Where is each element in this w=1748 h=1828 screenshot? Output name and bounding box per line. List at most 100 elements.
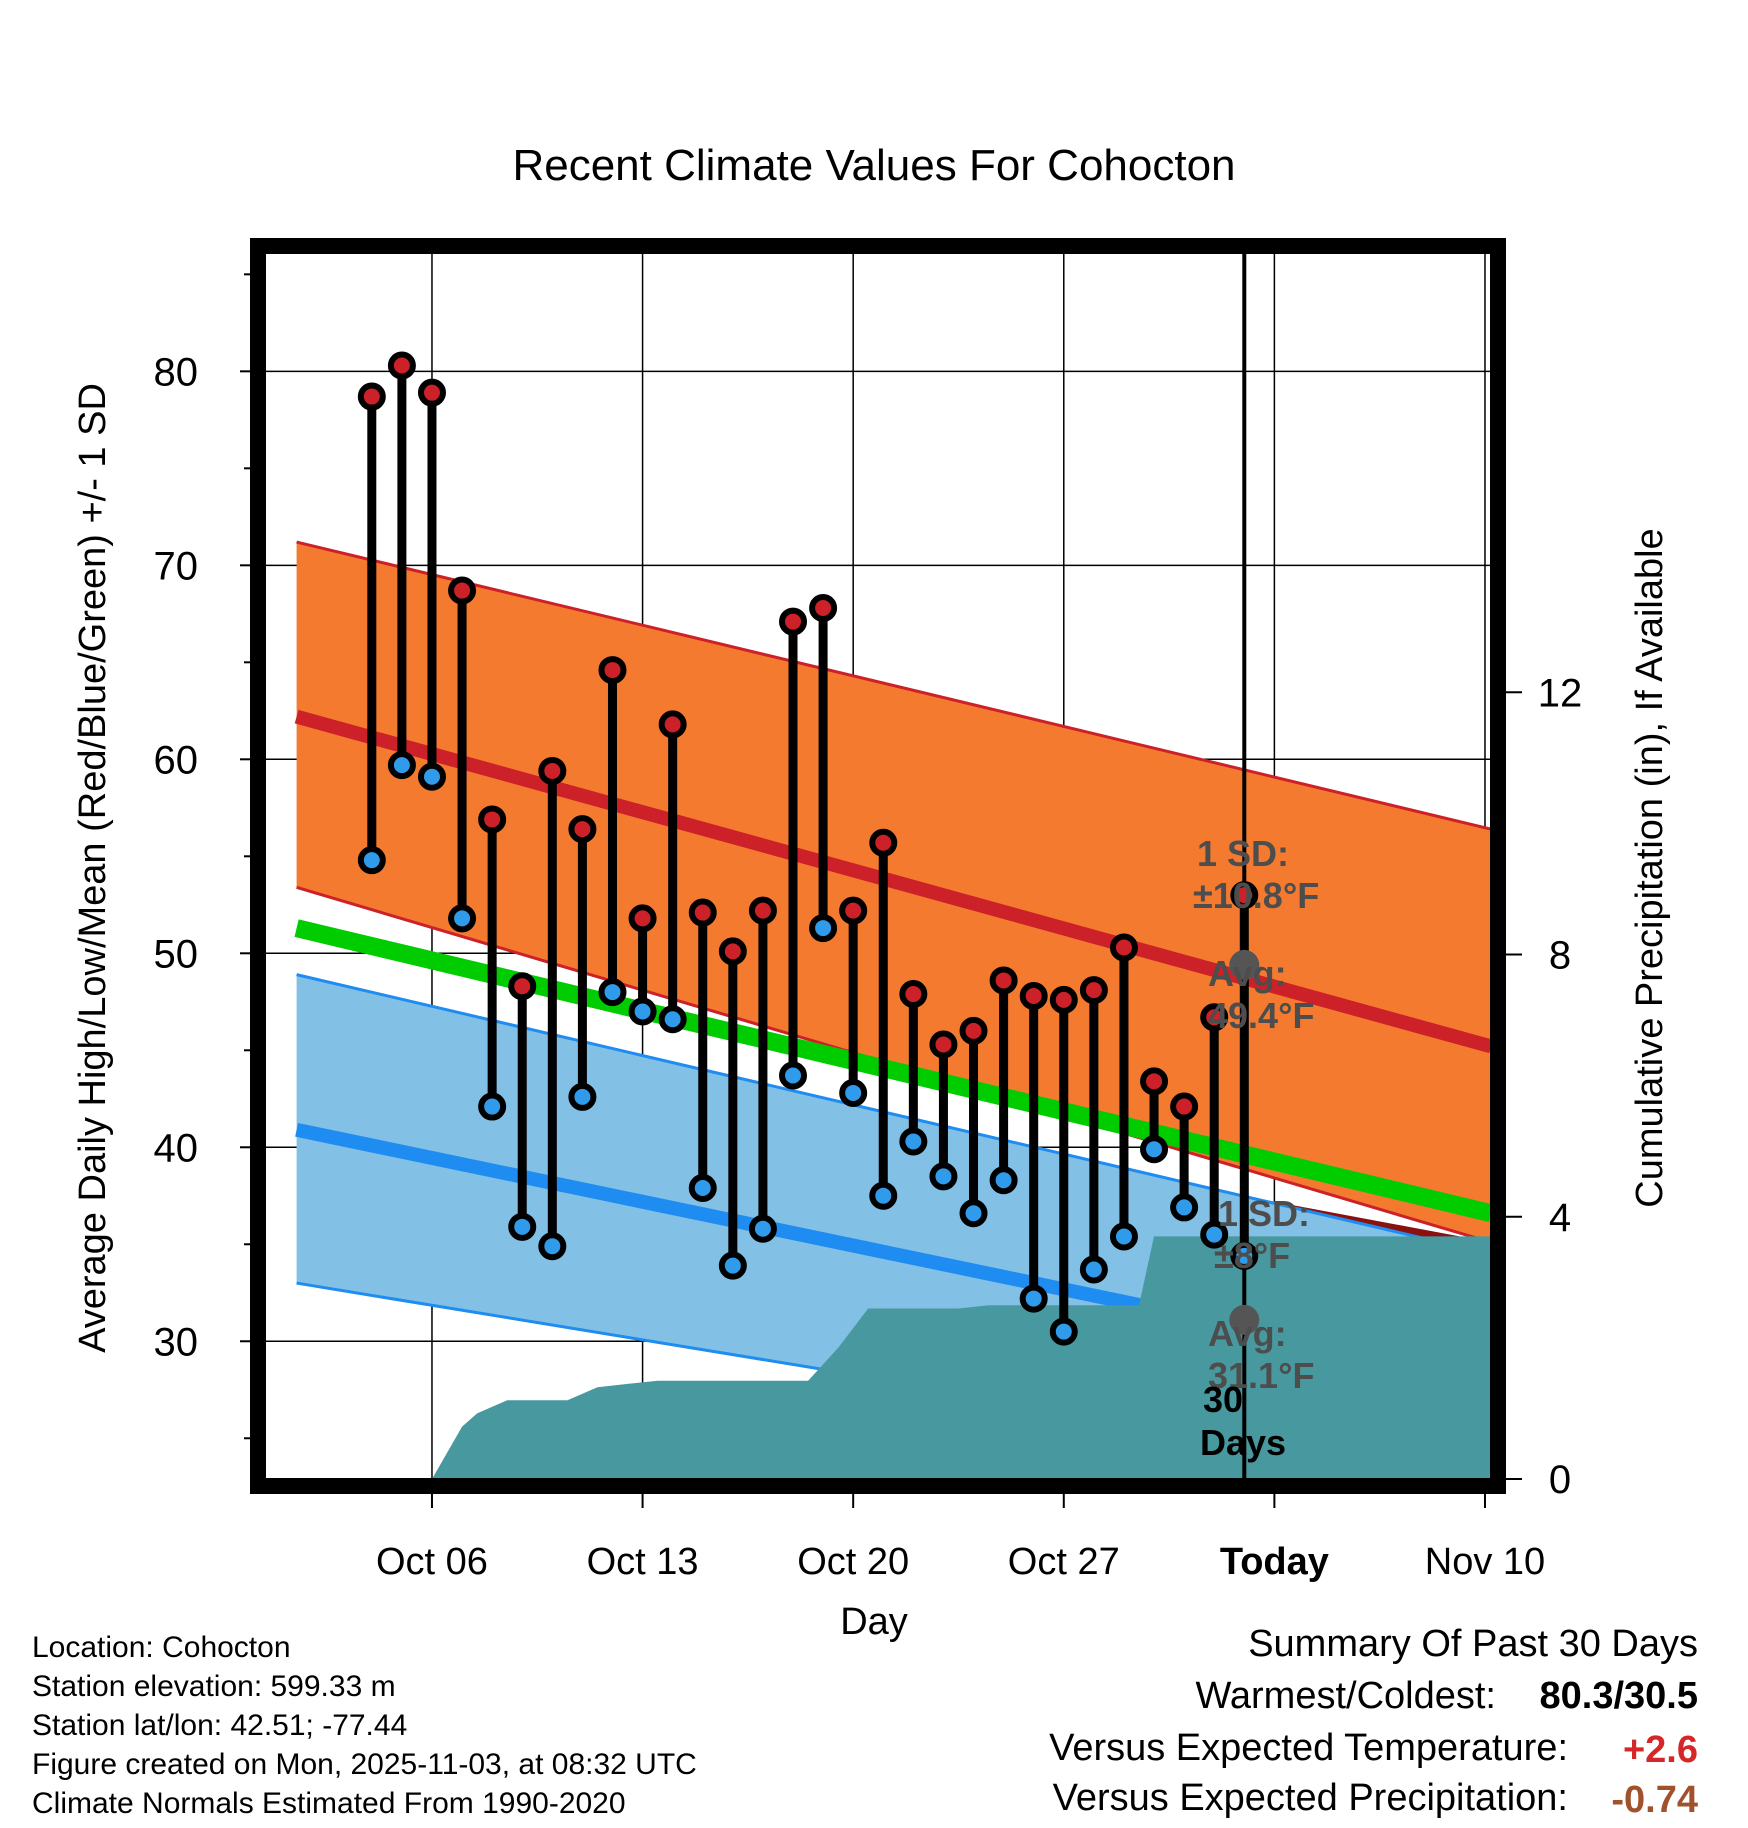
x-tick-label: Oct 27 (1008, 1541, 1120, 1583)
high-temp-dot (809, 593, 838, 622)
high-temp-dot (1049, 985, 1078, 1014)
low-avg-label: Avg: (1208, 1313, 1287, 1354)
high-temp-dot (1079, 976, 1108, 1005)
x-tick-label: Oct 13 (587, 1541, 699, 1583)
high-temp-dot (1230, 881, 1259, 910)
y-tick-label: 30 (154, 1320, 199, 1364)
info-location: Location: Cohocton (32, 1631, 291, 1664)
low-temp-dot (628, 997, 657, 1026)
info-normals: Climate Normals Estimated From 1990-2020 (32, 1787, 626, 1820)
low-temp-dot (809, 914, 838, 943)
low-temp-dot (779, 1061, 808, 1090)
high-avg-label: Avg: (1208, 953, 1287, 994)
summary-temp-label: Versus Expected Temperature: (1049, 1727, 1568, 1769)
high-temp-dot (417, 378, 446, 407)
low-sd-label: 1 SD: (1218, 1193, 1310, 1234)
y2-tick-label: 0 (1549, 1458, 1571, 1502)
low-temp-dot (1049, 1317, 1078, 1346)
summary-warm-cold-label: Warmest/Coldest: (1195, 1675, 1496, 1717)
y2-tick-label: 8 (1549, 934, 1571, 978)
high-temp-dot (1140, 1067, 1169, 1096)
high-temp-dot (748, 896, 777, 925)
low-avg-marker (1229, 1304, 1260, 1335)
summary-precip-label: Versus Expected Precipitation: (1053, 1777, 1568, 1819)
high-temp-dot (628, 904, 657, 933)
x-axis-label: Day (840, 1601, 908, 1643)
summary-warm-cold-value: 80.3/30.5 (1540, 1675, 1698, 1717)
high-temp-dot (1170, 1092, 1199, 1121)
y-axis-label: Average Daily High/Low/Mean (Red/Blue/Gr… (72, 383, 114, 1353)
low-temp-dot (417, 762, 446, 791)
low-avg-value: 31.1°F (1208, 1355, 1314, 1396)
low-temp-dot (839, 1078, 868, 1107)
low-temp-dot (869, 1181, 898, 1210)
x-axis-ticks: Oct 06 Oct 13 Oct 20 Oct 27 Today Nov 10 (376, 1494, 1545, 1583)
low-temp-dot (508, 1212, 537, 1241)
y-tick-label: 40 (154, 1126, 199, 1170)
high-temp-dot (989, 966, 1018, 995)
high-temp-dot (538, 756, 567, 785)
low-temp-dot (748, 1214, 777, 1243)
low-temp-dot (1019, 1284, 1048, 1313)
low-temp-dot (718, 1251, 747, 1280)
low-temp-dot (448, 904, 477, 933)
summary-precip-value: -0.74 (1611, 1779, 1698, 1821)
info-latlon: Station lat/lon: 42.51; -77.44 (32, 1709, 407, 1742)
low-temp-dot (387, 751, 416, 780)
normal-high-line (294, 709, 1491, 1054)
y2-axis-label: Cumulative Precipitation (in), If Availa… (1629, 528, 1671, 1207)
summary-temp-value: +2.6 (1623, 1729, 1698, 1771)
high-temp-dot (568, 815, 597, 844)
precip-area (356, 1236, 1491, 1479)
low-temp-dot (478, 1092, 507, 1121)
plot-frame (250, 238, 1506, 1494)
high-avg-marker (1229, 949, 1260, 980)
low-annotation: 1 SD: ±8°F Avg: 31.1°F (1208, 1193, 1314, 1396)
low-temp-dot (1079, 1255, 1108, 1284)
high-temp-dot (899, 980, 928, 1009)
high-temp-dot (959, 1016, 988, 1045)
days-annotation: 30 Days (1200, 1379, 1286, 1463)
high-temp-dot (508, 972, 537, 1001)
low-temp-dot (688, 1174, 717, 1203)
high-temp-dot (718, 937, 747, 966)
high-temp-dot (1019, 981, 1048, 1010)
low-sd-value: ±8°F (1214, 1235, 1290, 1276)
summary-panel: Summary Of Past 30 Days Warmest/Coldest:… (1049, 1623, 1698, 1821)
days-count: 30 (1203, 1379, 1243, 1420)
high-temp-dot (929, 1030, 958, 1059)
info-created: Figure created on Mon, 2025-11-03, at 08… (32, 1748, 697, 1781)
high-sd-upper-line (296, 540, 1491, 831)
high-temp-dot (658, 710, 687, 739)
high-annotation: 1 SD: ±10.8°F Avg: 49.4°F (1193, 833, 1319, 1036)
high-temp-dot (869, 828, 898, 857)
low-temp-dot (929, 1162, 958, 1191)
high-avg-value: 49.4°F (1208, 995, 1314, 1036)
info-elevation: Station elevation: 599.33 m (32, 1670, 396, 1703)
average-markers (1229, 949, 1260, 1335)
low-temp-dot (658, 1005, 687, 1034)
low-temp-dot (1230, 1241, 1259, 1270)
low-temp-dot (989, 1166, 1018, 1195)
high-sd-label: 1 SD: (1197, 833, 1289, 874)
high-temp-dot (357, 382, 386, 411)
x-tick-label: Oct 06 (376, 1541, 488, 1583)
y2-tick-label: 12 (1538, 671, 1583, 715)
low-temp-dot (568, 1082, 597, 1111)
low-temp-dot (598, 978, 627, 1007)
x-tick-label: Today (1220, 1541, 1329, 1583)
days-word: Days (1200, 1422, 1286, 1463)
high-temp-dot (598, 656, 627, 685)
low-temp-dot (1109, 1222, 1138, 1251)
low-temp-dot (959, 1199, 988, 1228)
high-temp-dot (387, 351, 416, 380)
y2-tick-label: 4 (1549, 1196, 1571, 1240)
high-temp-dot (1200, 1003, 1229, 1032)
daily-dots (357, 351, 1259, 1346)
y-axis-ticks: 30 40 50 60 70 80 (154, 273, 250, 1440)
high-temp-dot (448, 576, 477, 605)
high-temp-dot (688, 898, 717, 927)
high-sd-value: ±10.8°F (1193, 875, 1319, 916)
high-temp-dot (1109, 933, 1138, 962)
low-temp-dot (1140, 1135, 1169, 1164)
